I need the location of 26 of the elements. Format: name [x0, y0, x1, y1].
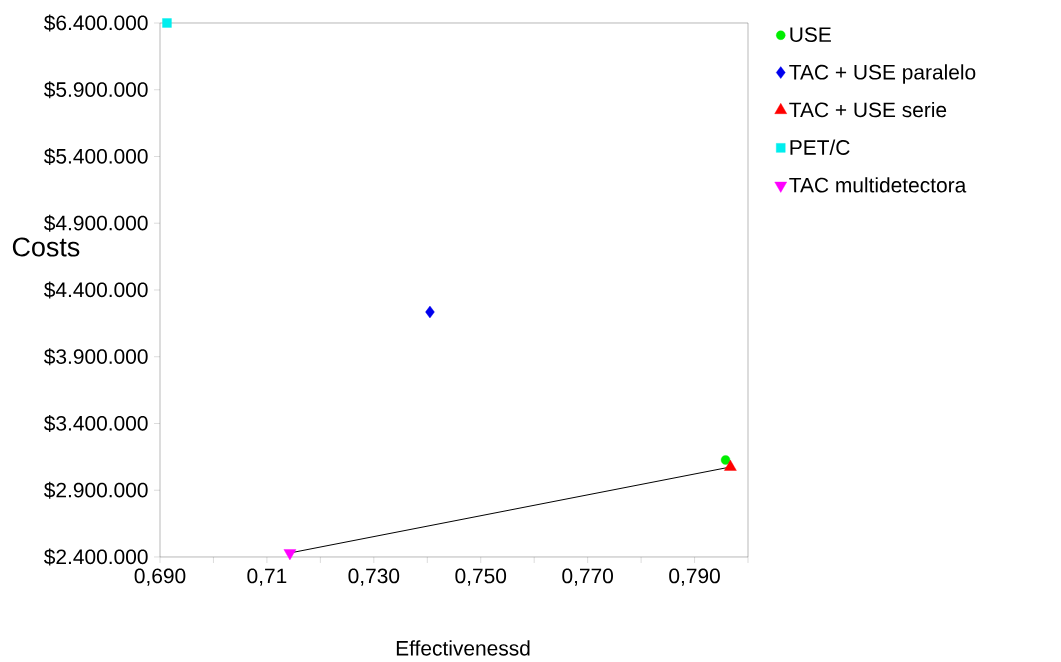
- x-tick-label: 0,71: [247, 568, 287, 586]
- point: [425, 305, 435, 319]
- x-tick-label: 0,690: [134, 568, 186, 586]
- y-tick-label: $5.400.000: [44, 148, 148, 165]
- y-axis-title: Costs: [12, 237, 80, 257]
- legend-label: TAC + USE paralelo: [789, 64, 976, 84]
- x-tick-label: 0,790: [669, 568, 720, 586]
- legend-label: TAC + USE serie: [789, 101, 947, 118]
- legend-label: USE: [790, 27, 831, 42]
- point: [162, 18, 172, 28]
- x-tick-label: 0,730: [348, 568, 400, 586]
- point: [720, 455, 731, 465]
- y-tick-label: $6.400.000: [44, 14, 148, 32]
- y-tick-label: $4.900.000: [44, 214, 148, 232]
- y-tick-label: $2.400.000: [44, 548, 148, 566]
- legend-label: TAC multidetectora: [789, 177, 967, 193]
- y-tick-label: $4.400.000: [44, 281, 148, 299]
- x-tick-label: 0,770: [562, 568, 613, 586]
- point: [283, 549, 297, 561]
- y-tick-label: $2.900.000: [44, 481, 148, 499]
- x-tick-label: 0,750: [455, 568, 507, 586]
- y-tick-label: $5.900.000: [44, 81, 148, 99]
- y-tick-label: $3.400.000: [44, 415, 148, 432]
- legend-label: PET/C: [790, 139, 850, 155]
- y-tick-label: $3.900.000: [44, 348, 148, 366]
- x-axis-title: Effectivenessd: [396, 640, 530, 656]
